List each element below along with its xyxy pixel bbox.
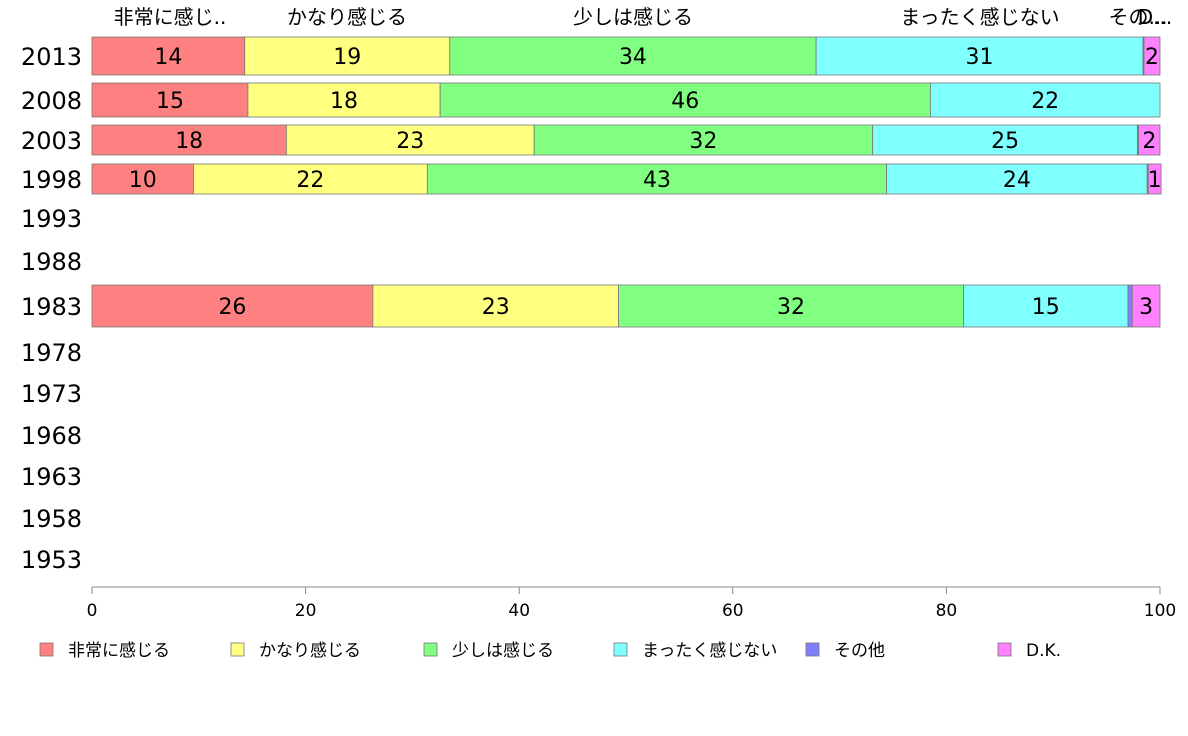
year-label: 1988 <box>21 248 82 276</box>
year-label: 2003 <box>21 127 82 155</box>
bar-segment <box>1143 36 1161 76</box>
bar-segment <box>618 284 964 328</box>
year-label: 1953 <box>21 546 82 574</box>
legend-swatch <box>39 642 54 657</box>
bars: 14 19 34 31 2 15 18 46 22 18 23 32 25 2 10 22 43 24 1 26 23 3… <box>91 36 1162 328</box>
top-category-label: 非常に感じ.. <box>114 5 227 29</box>
bar-segment <box>1147 163 1162 195</box>
legend-swatch <box>997 642 1012 657</box>
bar-value-label: 18 <box>330 89 358 114</box>
bar-segment <box>963 284 1129 328</box>
year-label: 1958 <box>21 505 82 533</box>
bar-segment <box>91 36 246 76</box>
bar-segment <box>244 36 451 76</box>
bar-segment <box>929 82 1161 118</box>
year-label: 2008 <box>21 87 82 115</box>
x-tick-label: 100 <box>1144 601 1176 621</box>
bar-segment <box>1127 284 1133 328</box>
x-axis: 0 20 40 60 80 100 <box>87 586 1176 621</box>
bar-value-label: 22 <box>296 168 324 193</box>
year-label: 1978 <box>21 339 82 367</box>
bar-value-label: 19 <box>333 45 361 70</box>
bar-value-label: 14 <box>154 45 182 70</box>
legend-swatch <box>613 642 628 657</box>
bar-value-label: 25 <box>991 129 1019 154</box>
bar-value-label: 24 <box>1003 168 1031 193</box>
bar-segment <box>91 82 249 118</box>
top-category-label: 少しは感じる <box>573 5 693 29</box>
year-label: 1993 <box>21 205 82 233</box>
legend-swatch <box>805 642 820 657</box>
legend-label: かなり感じる <box>259 641 361 661</box>
bar-value-label: 32 <box>777 295 805 320</box>
year-label: 1968 <box>21 422 82 450</box>
bar-value-label: 23 <box>396 129 424 154</box>
year-label: 1973 <box>21 380 82 408</box>
top-category-label: まったく感じない <box>900 5 1059 29</box>
bar-segment <box>872 124 1138 156</box>
year-label: 1963 <box>21 463 82 491</box>
bar-value-label: 22 <box>1031 89 1059 114</box>
legend-label: その他 <box>834 641 885 661</box>
x-tick-label: 60 <box>722 601 744 621</box>
bar-value-label: 2 <box>1142 129 1156 154</box>
bar-segment <box>886 163 1148 195</box>
top-category-label: かなり感じる <box>287 5 407 29</box>
year-label: 1998 <box>21 166 82 194</box>
bar-value-label: 43 <box>643 168 671 193</box>
bar-value-label: 15 <box>156 89 184 114</box>
legend: 非常に感じる かなり感じる 少しは感じる まったく感じない その他 D.K. <box>39 641 1061 661</box>
bar-segment <box>247 82 441 118</box>
bar-value-label: 1 <box>1148 168 1162 193</box>
bar-segment <box>91 163 194 195</box>
bar-value-label: 2 <box>1145 45 1159 70</box>
bar-value-label: 31 <box>966 45 994 70</box>
x-tick-label: 80 <box>936 601 958 621</box>
legend-swatch <box>423 642 438 657</box>
legend-label: まったく感じない <box>642 641 777 661</box>
bar-value-label: 18 <box>175 129 203 154</box>
bar-value-label: 23 <box>482 295 510 320</box>
bar-segment <box>426 163 887 195</box>
year-label: 2013 <box>21 43 82 71</box>
legend-swatch <box>230 642 245 657</box>
bar-segment <box>1138 124 1161 156</box>
bar-segment <box>449 36 817 76</box>
year-label: 1983 <box>21 293 82 321</box>
bar-value-label: 3 <box>1139 295 1153 320</box>
bar-value-label: 15 <box>1032 295 1060 320</box>
bar-segment <box>91 284 374 328</box>
top-category-label: D... <box>1138 5 1172 29</box>
x-tick-label: 0 <box>87 601 98 621</box>
x-tick-label: 40 <box>508 601 530 621</box>
bar-segment <box>372 284 619 328</box>
bar-value-label: 34 <box>619 45 647 70</box>
year-axis-labels: 2013 2008 2003 1998 1993 1988 1983 1978 1973 1968… <box>21 43 82 574</box>
bar-value-label: 32 <box>689 129 717 154</box>
bar-segment <box>1131 284 1161 328</box>
legend-label: D.K. <box>1026 641 1061 661</box>
bar-value-label: 26 <box>218 295 246 320</box>
legend-label: 少しは感じる <box>452 641 554 661</box>
top-category-label: その... <box>1108 5 1167 29</box>
legend-label: 非常に感じる <box>68 641 170 661</box>
bar-segment <box>533 124 874 156</box>
bar-segment <box>285 124 535 156</box>
bar-segment <box>439 82 931 118</box>
bar-segment <box>193 163 428 195</box>
top-category-labels: 非常に感じ.. かなり感じる 少しは感じる まったく感じない その...D... <box>114 5 1173 29</box>
bar-value-label: 10 <box>129 168 157 193</box>
x-tick-label: 20 <box>295 601 317 621</box>
bar-value-label: 46 <box>671 89 699 114</box>
bar-segment <box>815 36 1144 76</box>
